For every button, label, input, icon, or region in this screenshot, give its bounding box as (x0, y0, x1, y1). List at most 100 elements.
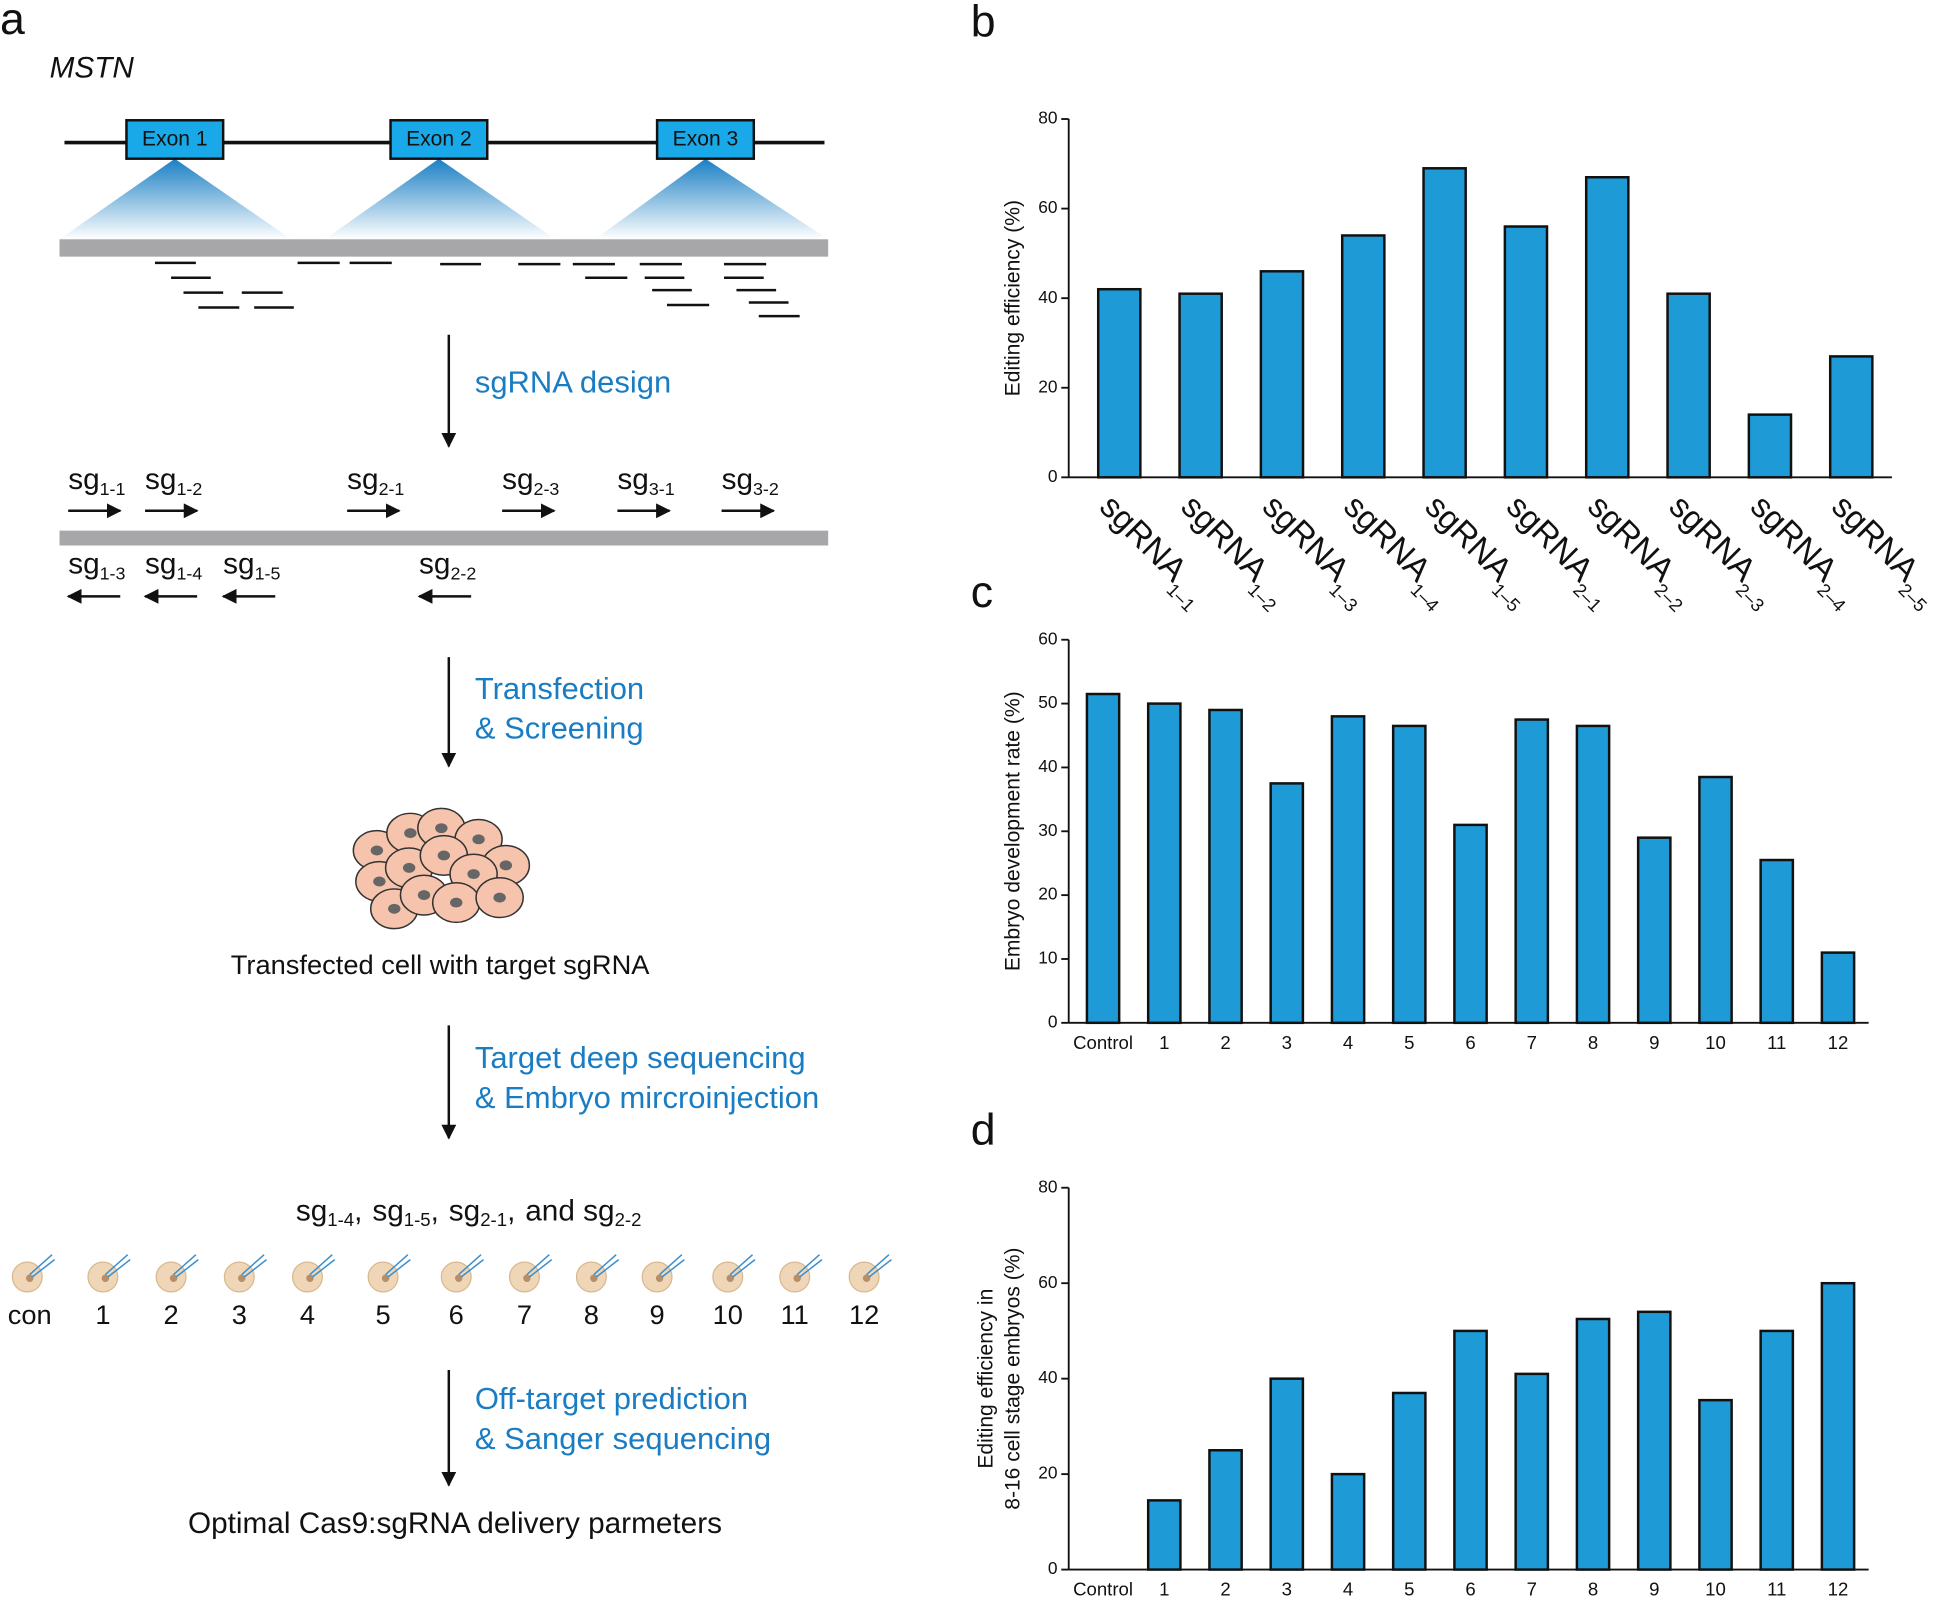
embryo-label: 8 (584, 1299, 599, 1330)
x-tick-label: Control (1073, 1579, 1133, 1600)
x-tick-label: 9 (1649, 1032, 1659, 1053)
text-part: sg (502, 463, 533, 496)
x-tick-label: 3 (1282, 1579, 1292, 1600)
x-tick-label: 11 (1767, 1579, 1786, 1600)
text-part: , (507, 1194, 515, 1227)
bar (1575, 1317, 1611, 1571)
embryo-nucleus (862, 1274, 871, 1282)
text-part: , (431, 1194, 439, 1227)
embryo-nucleus (26, 1274, 34, 1282)
embryo-label: 4 (300, 1299, 315, 1330)
text-part: sg (145, 463, 176, 496)
text-part: 1-5 (255, 563, 281, 583)
step-label: sgRNA design (475, 365, 671, 400)
text-part: 2-3 (534, 479, 560, 499)
result-label: Optimal Cas9:sgRNA delivery parmeters (188, 1507, 722, 1540)
embryo-label: 11 (781, 1299, 809, 1330)
y-axis-label: 8-16 cell stage embryos (%) (1002, 1248, 1025, 1510)
genome-bar (59, 530, 829, 546)
x-tick-label: 5 (1404, 1579, 1414, 1600)
embryo-label: 1 (95, 1299, 110, 1330)
exon-label: Exon 2 (406, 128, 472, 151)
exon-zoom (59, 158, 292, 240)
exon-zoom (324, 158, 556, 240)
x-tick-label: 4 (1343, 1579, 1353, 1600)
text-part: 2-1 (480, 1209, 507, 1230)
embryo-label: 10 (713, 1299, 743, 1330)
embryo-nucleus (306, 1274, 314, 1282)
bar (1269, 1377, 1305, 1571)
embryo-label: 12 (849, 1299, 879, 1330)
gene-name: MSTN (50, 51, 135, 84)
injection-needle (868, 1259, 892, 1278)
injection-needle (29, 1254, 53, 1276)
text-part: sg (347, 463, 378, 496)
embryo-label: 9 (650, 1299, 665, 1330)
exon-box (389, 119, 489, 160)
injection-needle (526, 1254, 550, 1276)
x-tick-label: 12 (1828, 1579, 1849, 1600)
embryo-label: 2 (164, 1299, 179, 1330)
sgrna-label: sg3-2 (722, 463, 779, 499)
x-tick-label: 2 (1220, 1032, 1230, 1053)
x-tick-label: 6 (1465, 1032, 1475, 1053)
text-part: , (354, 1194, 362, 1227)
y-tick-label: 20 (1038, 376, 1057, 396)
injection-needle (241, 1254, 265, 1276)
x-tick-label: 1 (1159, 1579, 1169, 1600)
exon-label: Exon 1 (142, 128, 208, 151)
y-tick-label: 0 (1048, 466, 1058, 486)
text-part: sg (449, 1194, 480, 1227)
y-tick-label: 60 (1038, 1272, 1057, 1292)
step-label: Off-target prediction (475, 1381, 748, 1416)
bar (1759, 858, 1795, 1025)
injection-needle (732, 1259, 756, 1278)
injection-needle (387, 1259, 411, 1278)
panel-label: d (971, 1106, 996, 1155)
bar (1340, 234, 1386, 479)
y-tick-label: 20 (1038, 1463, 1057, 1483)
embryo-label: 7 (517, 1299, 532, 1330)
injection-needle (385, 1254, 409, 1276)
bar (1759, 1329, 1795, 1571)
exon-zoom (595, 158, 829, 240)
bar (1269, 782, 1305, 1025)
sgrna-label: sg1-5 (223, 547, 280, 583)
text-part: 3-2 (753, 479, 779, 499)
x-tick-label: 1 (1159, 1032, 1169, 1053)
y-tick-label: 0 (1048, 1011, 1058, 1031)
bar (1636, 1310, 1672, 1571)
y-axis-label: Editing efficiency (%) (1002, 200, 1025, 396)
injection-needle (175, 1259, 199, 1278)
text-part: sg (419, 547, 450, 580)
injection-needle (595, 1259, 620, 1278)
cell-cluster (352, 807, 531, 930)
bar (1514, 1372, 1550, 1571)
bar (1391, 724, 1427, 1025)
bar (1178, 292, 1223, 479)
step-label: & Embryo mircroinjection (475, 1080, 819, 1115)
genome-bar (59, 239, 829, 257)
bar (1330, 715, 1366, 1025)
text-part: sg (223, 547, 254, 580)
bar (1422, 167, 1467, 479)
sgrna-label: sg1-4 (145, 547, 202, 583)
text-part: 1-1 (100, 479, 126, 499)
text-part: 1-4 (176, 563, 202, 583)
bar (1584, 176, 1630, 479)
bar (1096, 287, 1142, 479)
bar (1259, 270, 1305, 479)
embryo-nucleus (381, 1274, 390, 1282)
bar (1666, 292, 1711, 479)
bar (1820, 1281, 1856, 1571)
bar (1698, 1398, 1733, 1571)
x-tick-label: 11 (1767, 1032, 1786, 1053)
bar (1208, 708, 1243, 1025)
injection-needle (458, 1254, 482, 1276)
y-tick-label: 80 (1038, 108, 1057, 128)
embryo-label: con (8, 1299, 52, 1330)
bar (1820, 951, 1856, 1025)
embryo-nucleus (655, 1274, 664, 1282)
x-tick-label: 12 (1828, 1032, 1849, 1053)
